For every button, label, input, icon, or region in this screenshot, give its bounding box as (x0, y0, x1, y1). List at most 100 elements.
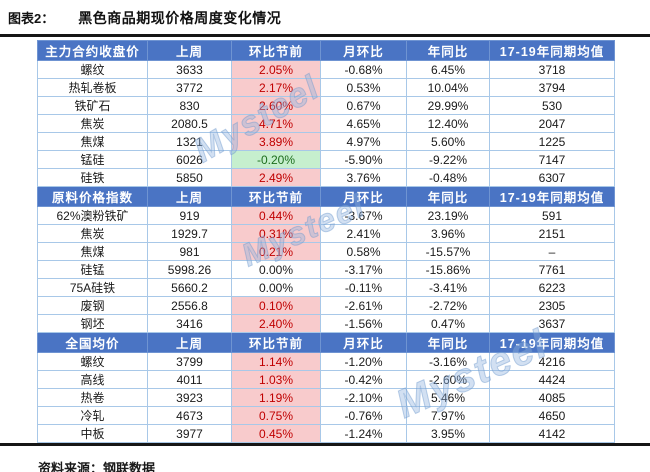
value-cell: -15.86% (406, 260, 490, 279)
value-cell: 6026 (147, 150, 232, 169)
value-cell: 1321 (147, 132, 232, 151)
table-row: 钢坯 3416 2.40% -1.56% 0.47% 3637 (37, 314, 615, 333)
value-cell: 4650 (489, 406, 615, 425)
column-header: 月环比 (320, 332, 407, 353)
value-cell: 3.95% (406, 424, 490, 443)
value-cell: 4216 (489, 352, 615, 371)
row-label: 焦炭 (37, 224, 148, 243)
value-cell: 2.49% (231, 168, 321, 187)
value-cell: -3.16% (406, 352, 490, 371)
value-cell: 0.10% (231, 296, 321, 315)
column-header: 月环比 (320, 40, 407, 61)
column-header: 环比节前 (231, 332, 321, 353)
bottom-divider (0, 443, 650, 446)
value-cell: 4085 (489, 388, 615, 407)
table-row: 75A硅铁 5660.2 0.00% -0.11% -3.41% 6223 (37, 278, 615, 297)
row-label: 冷轧 (37, 406, 148, 425)
value-cell: 830 (147, 96, 232, 115)
value-cell: 0.75% (231, 406, 321, 425)
value-cell: 3718 (489, 60, 615, 79)
value-cell: 2556.8 (147, 296, 232, 315)
row-label: 中板 (37, 424, 148, 443)
value-cell: -1.20% (320, 352, 407, 371)
table-row: 焦炭 1929.7 0.31% 2.41% 3.96% 2151 (37, 224, 615, 243)
section-title-header: 全国均价 (37, 332, 148, 353)
table-row: 焦煤 981 0.21% 0.58% -15.57% – (37, 242, 615, 261)
column-header: 17-19年同期均值 (489, 332, 615, 353)
value-cell: 3977 (147, 424, 232, 443)
row-label: 废钢 (37, 296, 148, 315)
value-cell: 919 (147, 206, 232, 225)
row-label: 铁矿石 (37, 96, 148, 115)
value-cell: 5660.2 (147, 278, 232, 297)
value-cell: 2047 (489, 114, 615, 133)
row-label: 75A硅铁 (37, 278, 148, 297)
value-cell: 4.71% (231, 114, 321, 133)
value-cell: -5.90% (320, 150, 407, 169)
value-cell: 2.40% (231, 314, 321, 333)
column-header: 17-19年同期均值 (489, 40, 615, 61)
section-title-header: 原料价格指数 (37, 186, 148, 207)
column-header: 上周 (147, 186, 232, 207)
value-cell: 29.99% (406, 96, 490, 115)
value-cell: 3637 (489, 314, 615, 333)
row-label: 热轧卷板 (37, 78, 148, 97)
value-cell: -1.56% (320, 314, 407, 333)
value-cell: 4.97% (320, 132, 407, 151)
value-cell: 0.67% (320, 96, 407, 115)
value-cell: 2305 (489, 296, 615, 315)
table-row: 螺纹 3633 2.05% -0.68% 6.45% 3718 (37, 60, 615, 79)
row-label: 热卷 (37, 388, 148, 407)
value-cell: 1.19% (231, 388, 321, 407)
price-table-wrap: 主力合约收盘价 上周 环比节前 月环比 年同比 17-19年同期均值 螺纹 3633 2.05%… (37, 40, 650, 443)
table-row: 焦炭 2080.5 4.71% 4.65% 12.40% 2047 (37, 114, 615, 133)
value-cell: -1.24% (320, 424, 407, 443)
value-cell: 7.97% (406, 406, 490, 425)
row-label: 钢坯 (37, 314, 148, 333)
value-cell: 0.58% (320, 242, 407, 261)
value-cell: 6.45% (406, 60, 490, 79)
table-row: 螺纹 3799 1.14% -1.20% -3.16% 4216 (37, 352, 615, 371)
value-cell: 4424 (489, 370, 615, 389)
table-row: 中板 3977 0.45% -1.24% 3.95% 4142 (37, 424, 615, 443)
value-cell: 0.00% (231, 278, 321, 297)
row-label: 62%澳粉铁矿 (37, 206, 148, 225)
table-row: 冷轧 4673 0.75% -0.76% 7.97% 4650 (37, 406, 615, 425)
value-cell: 0.31% (231, 224, 321, 243)
value-cell: -0.42% (320, 370, 407, 389)
table-row: 热卷 3923 1.19% -2.10% 5.46% 4085 (37, 388, 615, 407)
table-row: 硅铁 5850 2.49% 3.76% -0.48% 6307 (37, 168, 615, 187)
row-label: 硅铁 (37, 168, 148, 187)
column-header: 环比节前 (231, 186, 321, 207)
value-cell: -2.10% (320, 388, 407, 407)
value-cell: 3799 (147, 352, 232, 371)
column-header: 上周 (147, 40, 232, 61)
value-cell: -3.67% (320, 206, 407, 225)
value-cell: 2080.5 (147, 114, 232, 133)
value-cell: 981 (147, 242, 232, 261)
figure-label: 图表2： (8, 11, 55, 26)
row-label: 高线 (37, 370, 148, 389)
column-header: 上周 (147, 332, 232, 353)
table-row: 高线 4011 1.03% -0.42% -2.60% 4424 (37, 370, 615, 389)
value-cell: 0.53% (320, 78, 407, 97)
value-cell: 4142 (489, 424, 615, 443)
value-cell: 4673 (147, 406, 232, 425)
value-cell: 2.60% (231, 96, 321, 115)
value-cell: 7761 (489, 260, 615, 279)
value-cell: -9.22% (406, 150, 490, 169)
value-cell: 3416 (147, 314, 232, 333)
section-header-row: 原料价格指数 上周 环比节前 月环比 年同比 17-19年同期均值 (37, 186, 615, 207)
table-row: 硅锰 5998.26 0.00% -3.17% -15.86% 7761 (37, 260, 615, 279)
row-label: 螺纹 (37, 60, 148, 79)
value-cell: 3794 (489, 78, 615, 97)
top-divider (0, 34, 650, 37)
value-cell: 5.60% (406, 132, 490, 151)
value-cell: -0.20% (231, 150, 321, 169)
column-header: 环比节前 (231, 40, 321, 61)
value-cell: 0.45% (231, 424, 321, 443)
value-cell: 530 (489, 96, 615, 115)
value-cell: 6223 (489, 278, 615, 297)
value-cell: 0.47% (406, 314, 490, 333)
